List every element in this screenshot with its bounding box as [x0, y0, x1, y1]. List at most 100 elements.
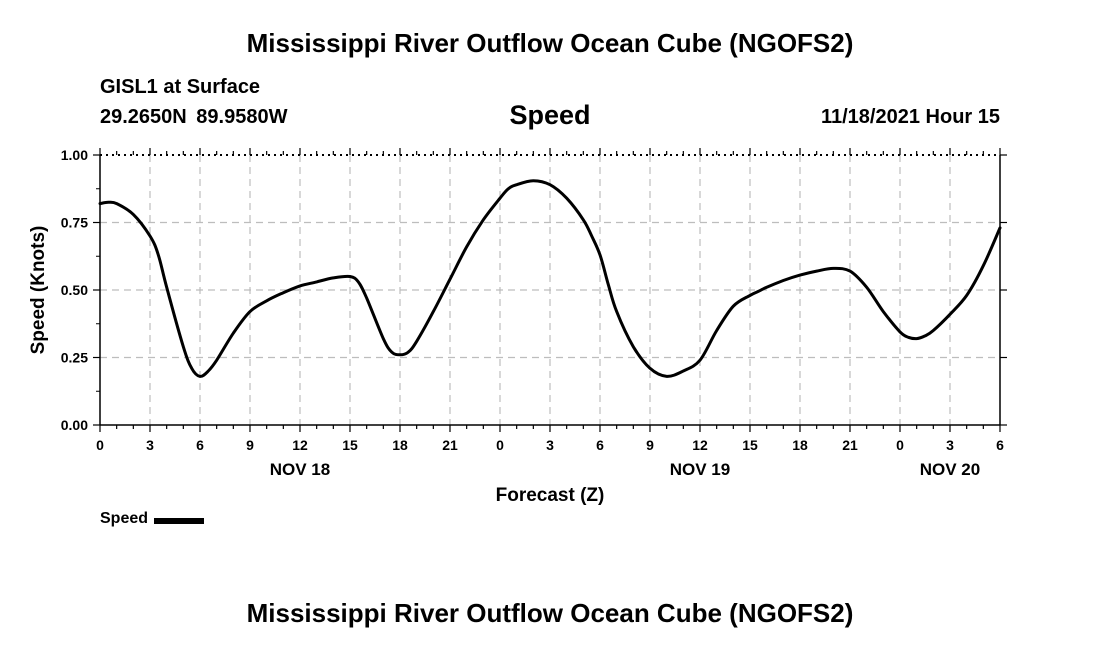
speed-data-point — [449, 278, 451, 281]
x-tick-label: 3 — [146, 437, 154, 453]
speed-data-point — [615, 310, 618, 313]
y-axis-title: Speed (Knots) — [28, 226, 49, 355]
x-tick-label: 15 — [342, 437, 358, 453]
speed-data-point — [282, 291, 285, 294]
speed-data-point — [332, 277, 335, 279]
speed-data-point — [549, 183, 551, 186]
plot-title: Speed — [509, 100, 591, 130]
x-axis-title: Forecast (Z) — [496, 485, 605, 506]
speed-data-point — [865, 286, 868, 289]
speed-data-point — [599, 254, 601, 256]
speed-data-point — [390, 351, 393, 353]
y-tick-label: 0.00 — [61, 417, 88, 433]
speed-data-point — [732, 305, 735, 308]
speed-chart: 0 3 6 9 12 15 18 21 0 3 6 9 12 15 18 21 0 3 6 0.00 0.25 0.50 0… — [28, 147, 1007, 506]
speed-data-point — [682, 370, 685, 372]
speed-data-point — [207, 370, 210, 372]
label-layer: 0 3 6 9 12 15 18 21 0 3 6 9 12 15 18 21 0 3 6 0.00 0.25 0.50 0… — [28, 147, 1004, 506]
day-label: NOV 18 — [270, 460, 330, 479]
issue-time: 11/18/2021 Hour 15 — [820, 106, 1000, 128]
series-layer — [98, 179, 1002, 378]
speed-data-point — [882, 310, 885, 313]
x-tick-label: 6 — [196, 437, 204, 453]
speed-data-point — [407, 351, 410, 353]
station-name: GISL1 at Surface — [100, 76, 261, 98]
speed-data-point — [507, 188, 510, 190]
speed-data-point — [665, 375, 668, 378]
speed-data-point — [249, 310, 251, 313]
speed-data-point — [932, 329, 935, 332]
speed-data-point — [849, 270, 851, 272]
speed-data-point — [799, 274, 801, 276]
speed-data-point — [515, 183, 518, 186]
speed-data-point — [132, 213, 135, 216]
chart-title: Mississippi River Outflow Ocean Cube (NG… — [246, 28, 854, 58]
speed-data-point — [232, 332, 235, 335]
speed-data-point — [415, 340, 418, 343]
speed-data-point — [299, 285, 301, 287]
speed-data-point — [982, 264, 985, 267]
legend-label: Speed — [100, 510, 149, 527]
x-tick-label: 6 — [596, 437, 604, 453]
speed-data-point — [357, 281, 360, 283]
legend: Speed — [100, 510, 205, 528]
legend-swatch — [154, 517, 205, 524]
speed-data-point — [715, 329, 718, 332]
speed-data-point — [924, 335, 926, 337]
speed-data-point — [432, 310, 435, 313]
x-tick-label: 15 — [742, 437, 758, 453]
speed-data-point — [965, 294, 968, 297]
speed-data-point — [99, 202, 101, 205]
x-tick-label: 0 — [96, 437, 104, 453]
speed-data-point — [999, 227, 1001, 229]
axis-layer — [93, 148, 1007, 432]
speed-data-point — [199, 375, 201, 378]
speed-data-point — [782, 279, 785, 282]
x-tick-label: 12 — [292, 437, 308, 453]
speed-data-point — [757, 290, 760, 293]
speed-data-point — [607, 283, 610, 286]
station-coordinates: 29.2650N 89.9580W — [100, 106, 288, 128]
speed-data-point — [899, 331, 901, 333]
speed-data-point — [165, 286, 168, 289]
x-tick-label: 21 — [442, 437, 458, 453]
speed-series-line — [98, 179, 1002, 378]
speed-data-point — [832, 267, 835, 270]
speed-data-point — [590, 235, 593, 237]
speed-data-point — [949, 313, 951, 316]
speed-data-point — [915, 337, 918, 340]
speed-data-point — [765, 286, 768, 289]
speed-data-point — [482, 219, 485, 221]
x-tick-label: 18 — [792, 437, 808, 453]
speed-data-point — [465, 246, 468, 248]
speed-data-point — [907, 336, 910, 339]
speed-data-point — [149, 235, 151, 237]
speed-data-point — [157, 254, 160, 256]
x-tick-label: 12 — [692, 437, 708, 453]
x-tick-label: 0 — [496, 437, 504, 453]
speed-data-point — [190, 367, 193, 370]
speed-data-point — [565, 197, 568, 199]
y-tick-label: 0.75 — [61, 215, 88, 231]
day-label: NOV 20 — [920, 460, 980, 479]
x-tick-label: 3 — [546, 437, 554, 453]
speed-data-point — [582, 219, 585, 221]
x-tick-label: 6 — [996, 437, 1004, 453]
footer-title: Mississippi River Outflow Ocean Cube (NG… — [246, 598, 854, 628]
speed-data-point — [749, 294, 751, 297]
speed-data-point — [532, 179, 535, 182]
day-label: NOV 19 — [670, 460, 730, 479]
speed-data-point — [649, 367, 651, 370]
speed-data-point — [699, 359, 701, 362]
x-tick-label: 3 — [946, 437, 954, 453]
y-tick-label: 0.25 — [61, 350, 88, 366]
x-tick-label: 18 — [392, 437, 408, 453]
speed-data-point — [365, 297, 368, 299]
speed-data-point — [499, 197, 501, 199]
speed-data-point — [182, 345, 185, 348]
speed-data-point — [115, 202, 118, 205]
speed-data-point — [315, 281, 318, 283]
x-tick-label: 9 — [646, 437, 654, 453]
speed-data-point — [265, 300, 268, 302]
x-tick-label: 21 — [842, 437, 858, 453]
